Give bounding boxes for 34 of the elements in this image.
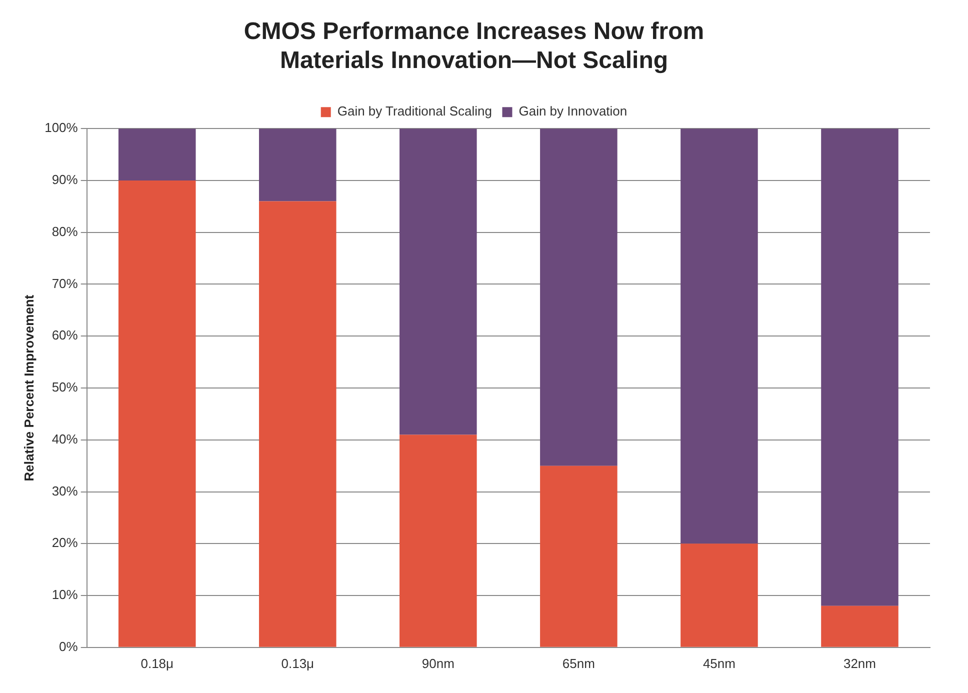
bar [680, 544, 758, 647]
x-tick-label: 0.18μ [140, 656, 174, 671]
bar [118, 128, 196, 180]
bar [118, 180, 196, 647]
bar [540, 128, 618, 466]
bar [258, 128, 336, 202]
bar [400, 434, 477, 647]
y-tick-label: 80% [52, 224, 78, 239]
legend-label: Gain by Traditional Scaling [337, 104, 492, 119]
bar [400, 128, 477, 435]
x-tick-label: 65nm [562, 656, 595, 671]
y-tick-label: 50% [52, 380, 78, 395]
text: Materials Innovation—Not Scaling [280, 46, 668, 74]
x-tick-label: 0.13μ [281, 656, 314, 671]
y-tick-label: 10% [52, 587, 78, 602]
bar [680, 128, 758, 544]
y-tick-label: 30% [52, 483, 78, 498]
x-tick-label: 45nm [702, 656, 736, 671]
x-tick-label: 32nm [843, 656, 876, 671]
y-axis-title: Relative Percent Improvement [21, 294, 36, 482]
y-tick-label: 100% [44, 120, 78, 136]
y-tick-label: 90% [52, 172, 78, 188]
y-tick-label: 0% [59, 638, 78, 654]
text: CMOS Performance Increases Now from [244, 18, 704, 46]
bar [821, 606, 898, 647]
bar [821, 128, 898, 606]
y-tick-label: 20% [52, 535, 78, 550]
legend-label: Gain by Innovation [518, 104, 628, 119]
bar [258, 201, 336, 647]
x-tick-label: 90nm [422, 656, 454, 671]
bar [540, 466, 618, 647]
y-tick-label: 40% [52, 431, 78, 446]
y-tick-label: 60% [52, 328, 78, 343]
y-tick-label: 70% [52, 276, 78, 291]
